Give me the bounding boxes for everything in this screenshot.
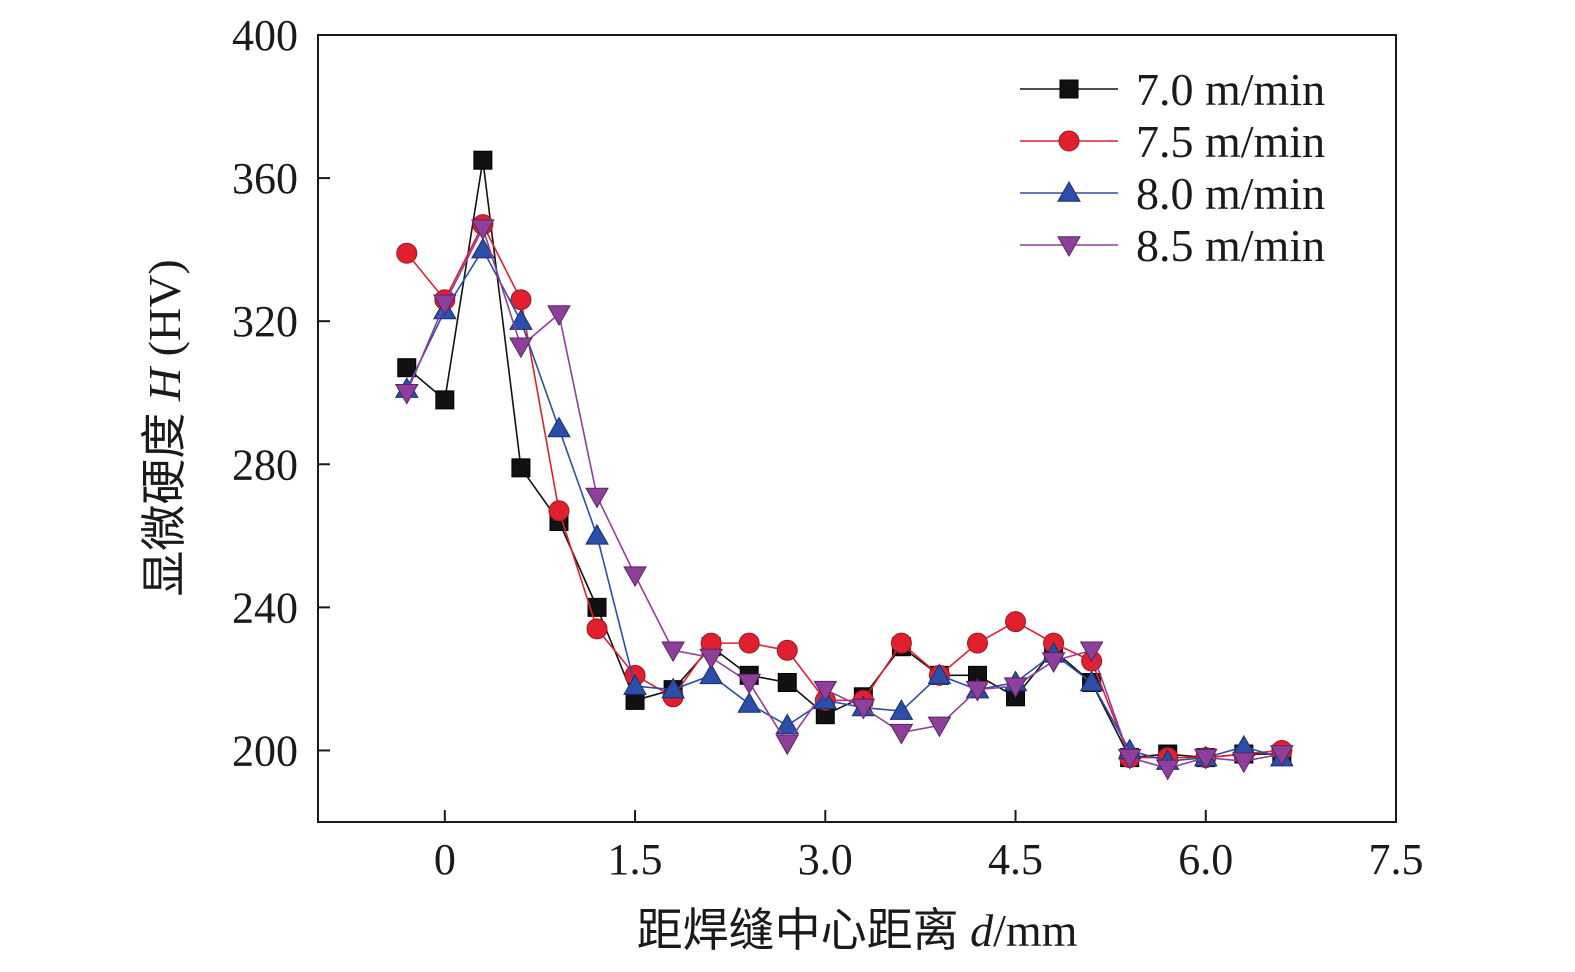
data-point bbox=[547, 416, 571, 438]
data-point bbox=[661, 677, 685, 699]
series-line bbox=[406, 226, 1283, 770]
series-8-0-m-min bbox=[394, 237, 1294, 770]
legend-item: 7.5 m/min bbox=[1020, 116, 1325, 167]
legend-item: 8.5 m/min bbox=[1020, 220, 1325, 271]
series-group bbox=[394, 150, 1294, 781]
data-point bbox=[623, 674, 647, 695]
x-axis-title: 距焊缝中心距离 d/mm bbox=[637, 905, 1078, 956]
data-point bbox=[890, 632, 912, 654]
y-axis-title: 显微硬度 H (HV) bbox=[139, 259, 190, 596]
data-point bbox=[927, 716, 952, 738]
legend-label: 7.5 m/min bbox=[1136, 116, 1325, 167]
data-point bbox=[776, 639, 798, 661]
legend-marker bbox=[1058, 130, 1080, 152]
data-point bbox=[1193, 748, 1218, 770]
data-point bbox=[1231, 752, 1256, 774]
legend-item: 8.0 m/min bbox=[1020, 168, 1325, 219]
x-tick-label: 6.0 bbox=[1178, 835, 1233, 884]
data-point bbox=[396, 242, 418, 264]
x-tick-label: 1.5 bbox=[608, 835, 663, 884]
series-7-5-m-min bbox=[396, 214, 1293, 769]
data-point bbox=[777, 672, 797, 692]
data-point bbox=[548, 500, 570, 522]
data-point bbox=[547, 305, 571, 327]
data-point bbox=[471, 219, 495, 241]
data-point bbox=[1041, 652, 1066, 674]
plot-area bbox=[317, 34, 1397, 823]
legend-marker bbox=[1059, 79, 1079, 99]
y-tick-label: 360 bbox=[232, 154, 298, 203]
data-point bbox=[1269, 745, 1294, 767]
series-8-5-m-min bbox=[394, 219, 1294, 781]
legend-label: 8.5 m/min bbox=[1136, 220, 1325, 271]
legend-marker bbox=[1057, 180, 1081, 202]
data-point bbox=[661, 641, 685, 663]
data-point bbox=[737, 691, 762, 713]
data-point bbox=[1079, 670, 1104, 692]
data-point bbox=[623, 566, 647, 588]
series-line bbox=[406, 248, 1283, 762]
x-tick-label: 7.5 bbox=[1369, 835, 1424, 884]
data-point bbox=[1117, 748, 1142, 770]
data-point bbox=[1003, 677, 1028, 699]
data-point bbox=[1005, 611, 1027, 633]
data-point bbox=[737, 673, 762, 695]
data-point bbox=[471, 237, 495, 259]
data-point bbox=[699, 663, 724, 685]
data-point bbox=[965, 680, 990, 702]
data-point bbox=[585, 487, 609, 509]
legend-item: 7.0 m/min bbox=[1020, 64, 1325, 115]
data-point bbox=[775, 734, 800, 756]
axes: 200 240 280 320 360 400 0 1.5 3.0 4.5 6.0 7.5 bbox=[232, 11, 1424, 884]
legend-label: 7.0 m/min bbox=[1136, 64, 1325, 115]
data-point bbox=[699, 648, 724, 670]
data-point bbox=[1079, 641, 1104, 663]
data-point bbox=[587, 597, 607, 617]
data-point bbox=[394, 383, 419, 405]
y-tick-label: 200 bbox=[232, 726, 298, 775]
legend-marker bbox=[1057, 236, 1081, 258]
y-tick-label: 320 bbox=[232, 297, 298, 346]
x-tick-label: 4.5 bbox=[988, 835, 1043, 884]
data-point bbox=[585, 523, 609, 545]
data-point bbox=[889, 723, 914, 745]
data-point bbox=[738, 632, 760, 654]
data-point bbox=[927, 663, 952, 685]
data-point bbox=[889, 699, 914, 720]
data-point bbox=[813, 680, 838, 702]
y-tick-label: 400 bbox=[232, 11, 298, 60]
data-point bbox=[509, 337, 533, 359]
y-tick-label: 240 bbox=[232, 583, 298, 632]
y-tick-label: 280 bbox=[232, 440, 298, 489]
data-point bbox=[1155, 759, 1180, 781]
data-point bbox=[473, 150, 493, 170]
data-point bbox=[586, 618, 608, 640]
data-point bbox=[511, 458, 531, 478]
data-point bbox=[435, 390, 455, 410]
data-point bbox=[432, 294, 457, 316]
legend-label: 8.0 m/min bbox=[1136, 168, 1325, 219]
data-point bbox=[509, 309, 533, 330]
data-point bbox=[966, 632, 988, 654]
data-point bbox=[851, 698, 876, 720]
data-point bbox=[775, 713, 800, 735]
x-tick-label: 3.0 bbox=[798, 835, 853, 884]
x-tick-label: 0 bbox=[434, 835, 456, 884]
data-point bbox=[397, 358, 417, 378]
